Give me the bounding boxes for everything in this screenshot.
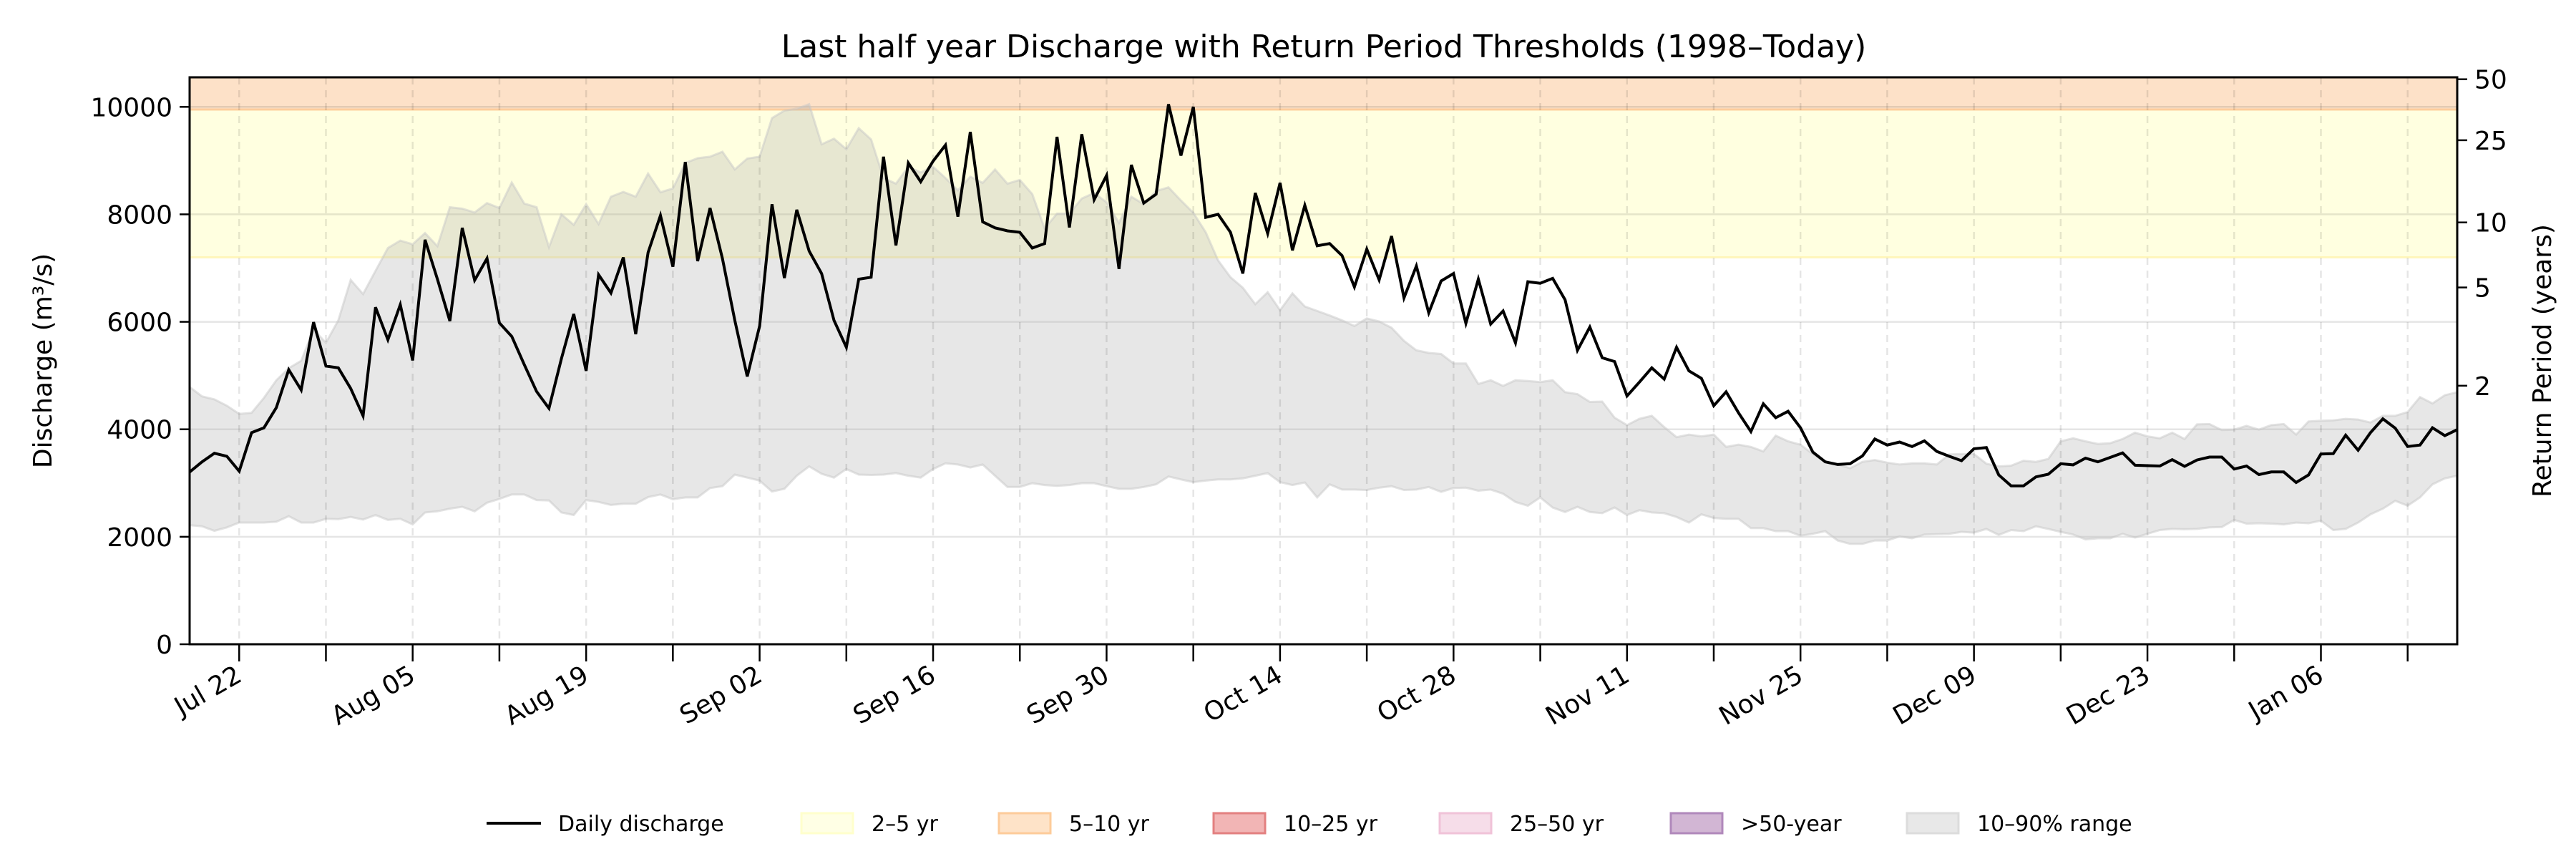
legend-patch-swatch <box>997 812 1052 835</box>
legend-patch-swatch <box>1669 812 1724 835</box>
y-tick-label: 2000 <box>107 523 172 553</box>
x-tick-label: Sep 02 <box>675 660 767 730</box>
y2-tick-label: 2 <box>2474 372 2491 402</box>
daily-discharge-line <box>188 104 2458 487</box>
y2-axis-label: Return Period (years) <box>2528 224 2557 498</box>
plot-area: 0 2000 4000 6000 8000 10000 Jul 22 Aug 05 Aug 19… <box>90 66 2507 732</box>
threshold-band <box>190 110 2457 258</box>
legend: Daily discharge 2–5 yr 5–10 yr 10–25 yr 25–5… <box>487 812 2132 837</box>
legend-item: 5–10 yr <box>997 812 1150 837</box>
legend-item: 25–50 yr <box>1438 812 1604 837</box>
threshold-band <box>190 77 2457 110</box>
x-tick-label: Jul 22 <box>168 660 246 722</box>
y-axis-label: Discharge (m³/s) <box>29 253 58 468</box>
legend-label: 10–90% range <box>1977 812 2132 837</box>
legend-patch-swatch <box>1212 812 1267 835</box>
y2-tick-label: 10 <box>2474 209 2507 238</box>
x-tick-label: Jan 06 <box>2243 660 2328 727</box>
y-tick-label: 10000 <box>90 93 172 122</box>
y-tick-label: 6000 <box>107 309 172 338</box>
legend-patch-swatch <box>800 812 854 835</box>
chart-title: Last half year Discharge with Return Per… <box>781 29 1867 65</box>
legend-label: 25–50 yr <box>1510 812 1604 837</box>
legend-item: 2–5 yr <box>800 812 938 837</box>
x-tick-label: Nov 11 <box>1541 660 1634 731</box>
legend-label: Daily discharge <box>558 812 724 837</box>
y-tick-label: 8000 <box>107 200 172 230</box>
legend-label: 2–5 yr <box>872 812 938 837</box>
y-tick-label: 4000 <box>107 416 172 445</box>
axes-frame <box>188 76 2459 646</box>
x-tick-label: Dec 23 <box>2062 660 2155 731</box>
y2-tick-label: 25 <box>2474 127 2507 156</box>
x-tick-label: Sep 30 <box>1022 660 1114 730</box>
y-tick-label: 0 <box>156 631 172 660</box>
legend-label: >50-year <box>1741 812 1842 837</box>
x-tick-label: Dec 09 <box>1888 660 1981 731</box>
legend-item: 10–90% range <box>1906 812 2132 837</box>
y2-tick-label: 50 <box>2474 66 2507 95</box>
legend-patch-swatch <box>1906 812 1960 835</box>
legend-label: 10–25 yr <box>1284 812 1378 837</box>
legend-item: Daily discharge <box>487 812 724 837</box>
legend-label: 5–10 yr <box>1069 812 1150 837</box>
x-tick-label: Aug 19 <box>500 660 594 731</box>
legend-patch-swatch <box>1438 812 1493 835</box>
x-tick-label: Nov 25 <box>1714 660 1808 731</box>
x-tick-label: Sep 16 <box>849 660 941 730</box>
x-tick-label: Oct 28 <box>1372 660 1461 728</box>
legend-item: >50-year <box>1669 812 1842 837</box>
x-tick-label: Aug 05 <box>326 660 420 731</box>
x-tick-label: Oct 14 <box>1199 660 1287 728</box>
legend-item: 10–25 yr <box>1212 812 1378 837</box>
y2-tick-label: 5 <box>2474 274 2491 304</box>
